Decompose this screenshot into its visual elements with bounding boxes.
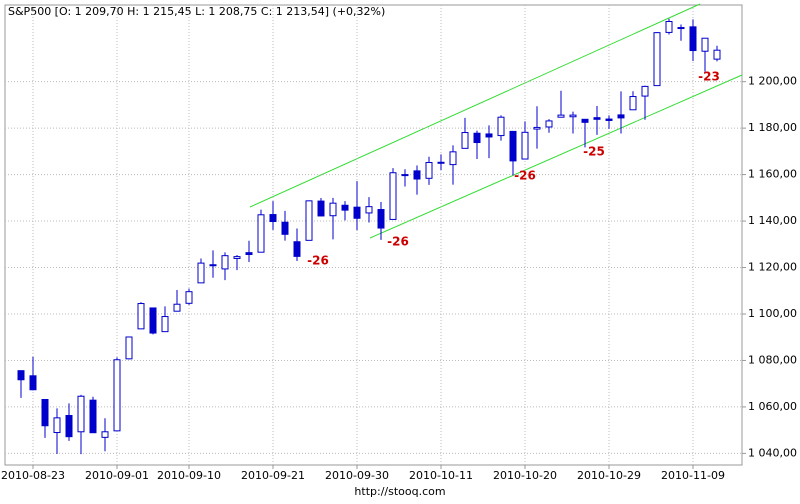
candle-body <box>317 200 325 217</box>
x-tick-label: 2010-11-09 <box>661 469 725 482</box>
candle-body <box>641 85 649 97</box>
x-tick-label: 2010-09-30 <box>325 469 389 482</box>
candle-body <box>413 170 421 180</box>
candle-body <box>629 96 637 111</box>
candle-body <box>689 26 697 52</box>
x-tick-label: 2010-09-01 <box>85 469 149 482</box>
candle-body <box>233 256 241 259</box>
candle-body <box>449 151 457 166</box>
y-tick-label: 1 120,00 <box>748 261 797 274</box>
candle-body <box>269 214 277 223</box>
candle-body <box>29 375 37 391</box>
candle-body <box>713 49 721 60</box>
y-tick-label: 1 200,00 <box>748 75 797 88</box>
candle-body <box>281 221 289 235</box>
candle-body <box>569 114 577 118</box>
candle-body <box>377 209 385 229</box>
y-tick-label: 1 160,00 <box>748 168 797 181</box>
candle-body <box>329 202 337 217</box>
candle-body <box>521 131 529 160</box>
candle-body <box>221 255 229 270</box>
candle-body <box>473 132 481 144</box>
candle-body <box>497 116 505 137</box>
candle-body <box>425 162 433 179</box>
candle-body <box>185 291 193 304</box>
candle-body <box>197 262 205 284</box>
candle-body <box>17 370 25 381</box>
candle-body <box>293 241 301 257</box>
y-tick-label: 1 040,00 <box>748 446 797 459</box>
candle-body <box>41 398 49 427</box>
candle-body <box>701 37 709 52</box>
candle-body <box>593 117 601 120</box>
candle-body <box>65 415 73 438</box>
y-tick-label: 1 140,00 <box>748 214 797 227</box>
candle-body <box>509 130 517 162</box>
x-tick-label: 2010-09-10 <box>157 469 221 482</box>
candle-body <box>77 395 85 433</box>
candle-body <box>437 161 445 164</box>
candle-body <box>53 417 61 434</box>
candle-body <box>653 32 661 87</box>
upper-channel <box>249 3 701 208</box>
annotation: -26 <box>387 235 409 249</box>
candle-body <box>545 120 553 128</box>
candle-body <box>461 132 469 149</box>
y-tick-label: 1 060,00 <box>748 400 797 413</box>
candle-body <box>485 133 493 138</box>
x-tick-label: 2010-08-23 <box>1 469 65 482</box>
candle-body <box>665 20 673 33</box>
candle-body <box>617 114 625 119</box>
candle-body <box>305 200 313 241</box>
annotation: -26 <box>307 254 329 268</box>
candle-body <box>245 252 253 256</box>
x-tick-label: 2010-10-29 <box>577 469 641 482</box>
y-tick-label: 1 100,00 <box>748 307 797 320</box>
annotation: -23 <box>698 70 720 84</box>
y-tick-label: 1 080,00 <box>748 353 797 366</box>
plot-frame <box>4 4 743 466</box>
candle-body <box>161 316 169 333</box>
candle-body <box>137 303 145 330</box>
candle-body <box>341 204 349 211</box>
annotation: -25 <box>583 145 605 159</box>
x-tick-label: 2010-10-11 <box>409 469 473 482</box>
candle-body <box>389 172 397 220</box>
candle-body <box>533 126 541 130</box>
candle-body <box>89 399 97 434</box>
annotation: -26 <box>514 169 536 183</box>
candle-body <box>605 118 613 121</box>
candle-body <box>581 118 589 123</box>
chart-title: S&P500 [O: 1 209,70 H: 1 215,45 L: 1 208… <box>8 5 385 18</box>
candle-body <box>557 114 565 118</box>
candle-body <box>113 359 121 432</box>
lower-channel <box>369 74 743 239</box>
candle-body <box>209 264 217 267</box>
x-tick-label: 2010-09-21 <box>241 469 305 482</box>
candle-body <box>365 206 373 214</box>
y-tick-label: 1 180,00 <box>748 121 797 134</box>
candle-body <box>353 206 361 219</box>
x-tick-label: 2010-10-20 <box>493 469 557 482</box>
candle-body <box>257 214 265 253</box>
candle-body <box>149 307 157 334</box>
candle-body <box>101 431 109 438</box>
candle-body <box>125 336 133 360</box>
candle-body <box>401 174 409 177</box>
candle-body <box>173 303 181 312</box>
candle-body <box>677 27 685 30</box>
footer: http://stooq.com <box>354 485 445 498</box>
